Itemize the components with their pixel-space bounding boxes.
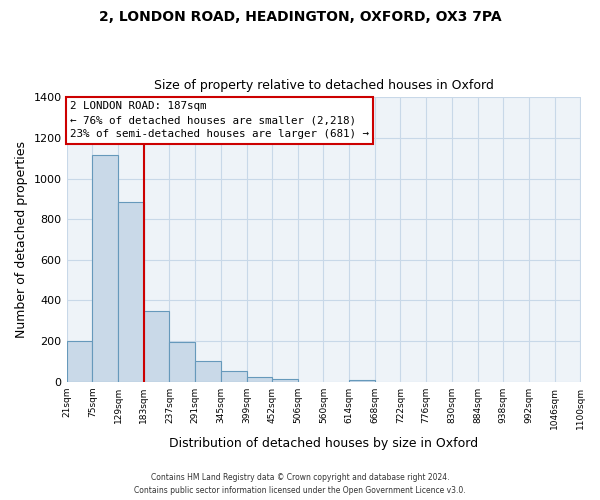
Bar (118, 202, 144, 382)
Y-axis label: Number of detached properties: Number of detached properties (15, 141, 28, 338)
Bar (92, 155, 118, 382)
Text: Contains HM Land Registry data © Crown copyright and database right 2024.
Contai: Contains HM Land Registry data © Crown c… (134, 474, 466, 495)
Bar (349, 380, 375, 382)
Bar (67, 341, 92, 382)
Bar (195, 362, 221, 382)
Text: 2 LONDON ROAD: 187sqm
← 76% of detached houses are smaller (2,218)
23% of semi-d: 2 LONDON ROAD: 187sqm ← 76% of detached … (70, 102, 369, 140)
Text: 2, LONDON ROAD, HEADINGTON, OXFORD, OX3 7PA: 2, LONDON ROAD, HEADINGTON, OXFORD, OX3 … (98, 10, 502, 24)
Bar (221, 370, 247, 382)
Bar (247, 376, 272, 382)
X-axis label: Distribution of detached houses by size in Oxford: Distribution of detached houses by size … (169, 437, 478, 450)
Bar (144, 310, 169, 382)
Bar (272, 378, 298, 382)
Title: Size of property relative to detached houses in Oxford: Size of property relative to detached ho… (154, 79, 493, 92)
Bar (169, 342, 195, 382)
